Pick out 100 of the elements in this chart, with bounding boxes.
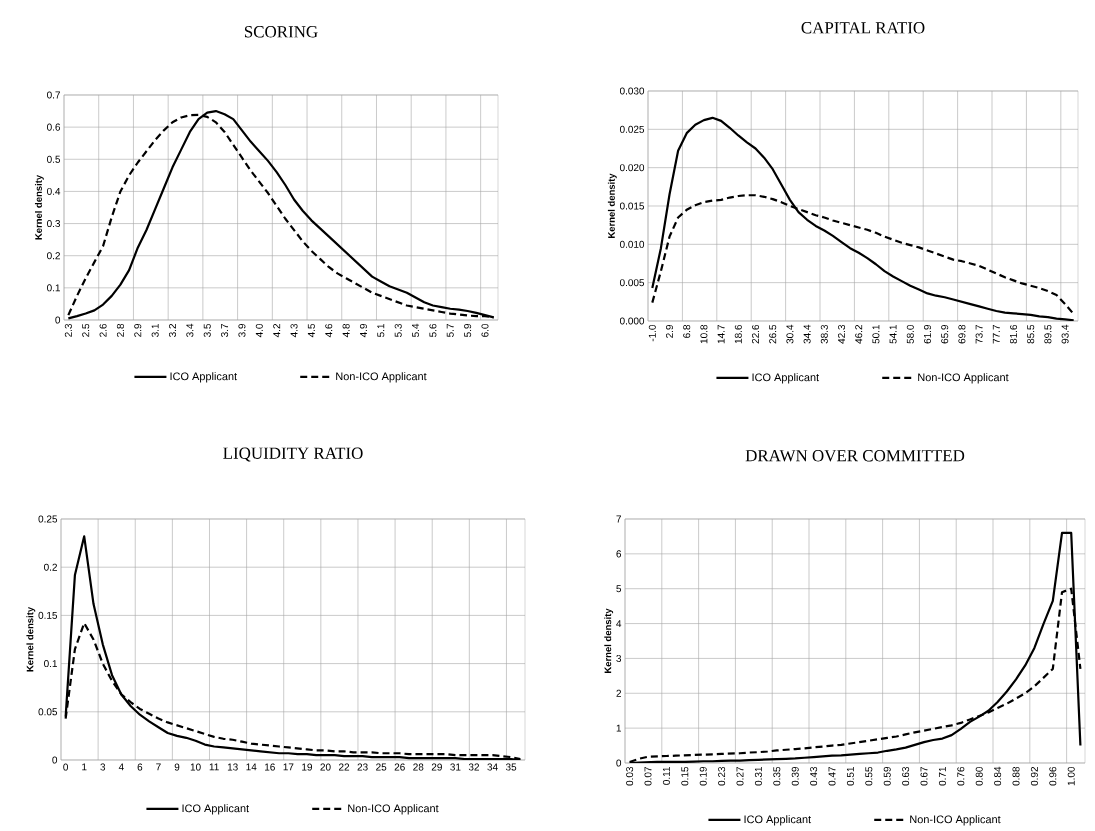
x-tick-label: 29 (431, 763, 442, 771)
legend-label: ICO Applicant (182, 804, 250, 815)
x-tick-label: 0.43 (810, 766, 818, 786)
x-tick-label: 77.7 (992, 325, 1000, 344)
x-tick-label: 0.67 (920, 767, 928, 786)
x-tick-label: 46.2 (855, 325, 863, 344)
x-tick-label: 35 (505, 763, 517, 771)
x-tick-label: 1.00 (1067, 766, 1075, 786)
x-tick-label: 4.9 (359, 323, 367, 338)
y-tick-label: 0.3 (47, 220, 61, 228)
x-tick-label: 19 (302, 763, 312, 771)
x-tick-label: 6.8 (683, 324, 691, 338)
y-tick-label: 0.2 (47, 252, 60, 260)
y-tick-label: 1 (616, 724, 622, 732)
x-tick-label: 2.6 (99, 323, 107, 337)
y-tick-label: 6 (616, 550, 622, 558)
x-tick-label: 1 (82, 763, 87, 771)
x-tick-label: 89.5 (1044, 324, 1052, 344)
y-tick-label: 0 (55, 316, 61, 324)
x-tick-label: 34.4 (803, 324, 811, 344)
x-tick-label: 3.9 (238, 323, 246, 337)
y-axis-title: Kernel density (26, 606, 36, 672)
x-tick-label: 0.80 (975, 766, 983, 786)
x-tick-label: 5.3 (394, 323, 402, 337)
x-tick-label: 2.9 (134, 323, 142, 337)
x-tick-label: 32 (468, 763, 480, 771)
x-tick-label: 31 (450, 763, 461, 771)
x-tick-label: 16 (265, 763, 275, 771)
x-tick-label: 0 (63, 763, 69, 771)
x-tick-label: 0.19 (699, 766, 707, 786)
x-tick-label: 3.7 (221, 324, 229, 337)
x-tick-label: 0.03 (626, 766, 634, 786)
x-tick-label: 10.8 (700, 324, 708, 344)
x-tick-label: 0.35 (773, 766, 781, 786)
x-tick-label: 0.92 (1030, 767, 1038, 786)
y-tick-label: 0.2 (44, 563, 57, 571)
y-tick-label: 0.030 (619, 87, 645, 95)
chart-title: DRAWN OVER COMMITTED (745, 450, 965, 462)
x-tick-label: 0.88 (1012, 766, 1020, 786)
legend-label: ICO Applicant (170, 372, 238, 383)
x-tick-label: 2.9 (665, 324, 674, 338)
x-tick-label: 0.51 (846, 766, 854, 786)
y-tick-label: 0.7 (47, 91, 60, 99)
x-tick-label: 0.63 (902, 766, 910, 786)
x-tick-label: 9 (174, 763, 180, 771)
legend-label: ICO Applicant (744, 815, 812, 826)
x-tick-label: 0.15 (681, 766, 689, 786)
x-tick-label: 18.6 (734, 324, 742, 344)
x-tick-label: 0.39 (791, 766, 799, 786)
x-tick-label: -1.0 (648, 324, 656, 342)
x-tick-label: 93.4 (1061, 324, 1069, 344)
y-tick-label: 0.6 (47, 123, 61, 131)
x-tick-label: 7 (156, 763, 161, 771)
x-tick-label: 61.9 (923, 324, 932, 344)
x-tick-label: 5.1 (377, 323, 385, 337)
y-tick-label: 5 (616, 585, 622, 593)
y-tick-label: 0.1 (44, 660, 57, 668)
y-tick-label: 0.25 (38, 515, 58, 523)
x-tick-label: 50.1 (872, 324, 880, 344)
legend-label: Non-ICO Applicant (910, 815, 1001, 826)
x-tick-label: 23 (357, 763, 368, 771)
x-tick-label: 30.4 (786, 324, 794, 344)
x-tick-label: 4.0 (255, 323, 263, 338)
y-axis-title: Kernel density (34, 174, 44, 240)
x-tick-label: 0.31 (754, 766, 762, 786)
x-tick-label: 81.6 (1009, 324, 1018, 344)
x-tick-label: 22.6 (751, 324, 760, 344)
x-tick-label: 4.6 (325, 323, 333, 338)
y-tick-label: 0.020 (619, 164, 645, 172)
y-tick-label: 4 (616, 620, 622, 627)
x-tick-label: 0.23 (718, 766, 726, 786)
x-tick-label: 17 (283, 763, 294, 771)
x-tick-label: 3.1 (151, 323, 159, 337)
chart-title: LIQUIDITY RATIO (223, 447, 363, 462)
x-tick-label: 5.7 (446, 324, 454, 337)
x-tick-label: 20 (320, 763, 331, 771)
x-tick-label: 14.7 (717, 325, 725, 344)
x-tick-label: 73.7 (975, 325, 983, 344)
y-tick-label: 0.000 (619, 317, 645, 325)
x-tick-label: 85.5 (1027, 324, 1035, 344)
x-tick-label: 3.4 (186, 323, 194, 337)
x-tick-label: 42.3 (837, 324, 846, 344)
y-axis-title: Kernel density (607, 173, 617, 238)
legend-label: Non-ICO Applicant (336, 372, 427, 383)
x-tick-label: 4.3 (290, 323, 298, 338)
x-tick-label: 0.96 (1049, 766, 1057, 786)
x-tick-label: 69.8 (958, 324, 966, 344)
y-tick-label: 0 (52, 756, 58, 764)
x-tick-label: 34 (487, 763, 498, 771)
y-tick-label: 0.010 (619, 240, 645, 248)
y-axis-title: Kernel density (604, 608, 614, 673)
x-tick-label: 0.27 (736, 767, 744, 786)
y-tick-label: 0.5 (47, 155, 61, 163)
x-tick-label: 28 (413, 763, 424, 771)
x-tick-label: 5.4 (412, 323, 420, 337)
x-tick-label: 25 (376, 763, 387, 771)
x-tick-label: 2.3 (64, 323, 72, 337)
x-tick-label: 3.2 (168, 324, 177, 337)
x-tick-label: 6.0 (481, 323, 489, 337)
legend-label: Non-ICO Applicant (918, 373, 1009, 384)
